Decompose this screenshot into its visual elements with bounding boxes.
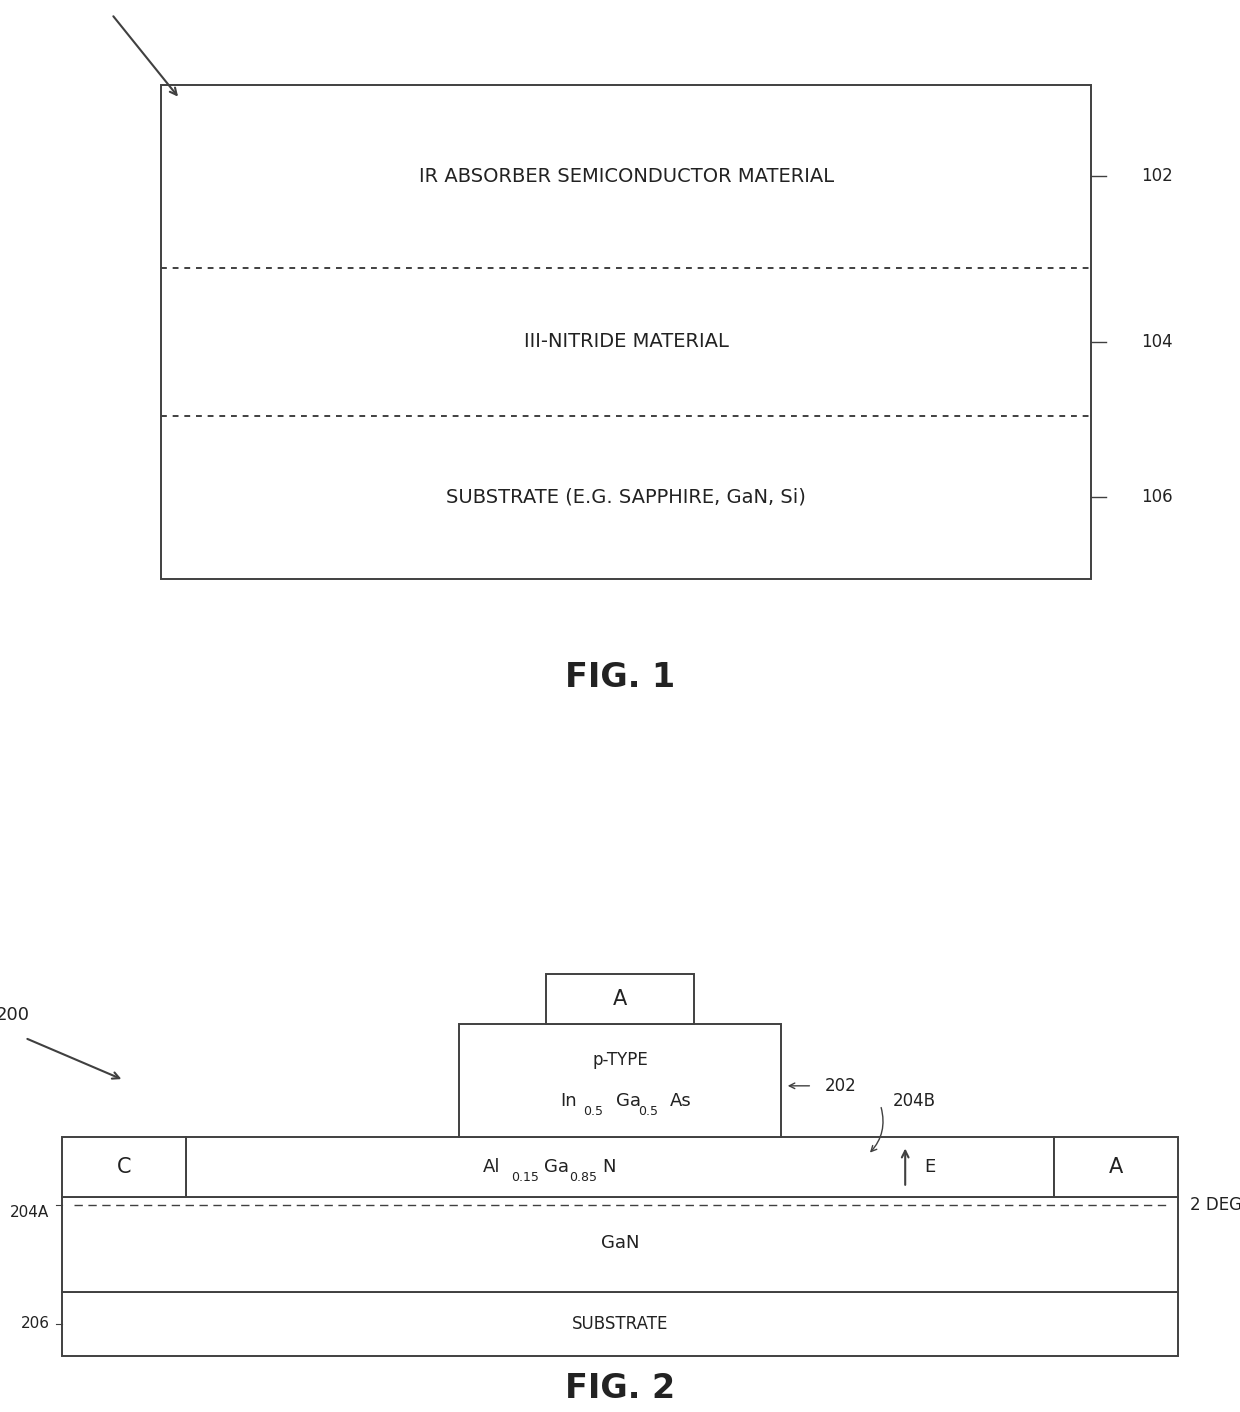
Text: 2 DEG: 2 DEG	[1190, 1196, 1240, 1214]
Text: 0.15: 0.15	[511, 1171, 538, 1183]
Bar	[62, 1292, 1178, 1356]
Text: IR ABSORBER SEMICONDUCTOR MATERIAL: IR ABSORBER SEMICONDUCTOR MATERIAL	[419, 167, 833, 185]
Text: 104: 104	[1141, 333, 1173, 350]
Text: 0.5: 0.5	[583, 1104, 603, 1118]
Text: 0.85: 0.85	[569, 1171, 598, 1183]
Text: A: A	[1109, 1156, 1123, 1176]
Text: 106: 106	[1141, 489, 1173, 507]
Text: E: E	[924, 1158, 935, 1176]
Text: FIG. 1: FIG. 1	[565, 661, 675, 695]
Bar	[546, 974, 694, 1024]
Text: 206: 206	[21, 1316, 50, 1332]
Text: C: C	[117, 1156, 131, 1176]
Text: SUBSTRATE (E.G. SAPPHIRE, GaN, Si): SUBSTRATE (E.G. SAPPHIRE, GaN, Si)	[446, 489, 806, 507]
Text: 102: 102	[1141, 167, 1173, 185]
Text: FIG. 2: FIG. 2	[565, 1372, 675, 1405]
Text: A: A	[613, 988, 627, 1010]
Text: Ga: Ga	[616, 1091, 641, 1110]
Bar	[186, 1137, 1054, 1196]
Text: N: N	[603, 1158, 616, 1176]
Text: 204A: 204A	[10, 1204, 50, 1220]
Text: 0.5: 0.5	[639, 1104, 658, 1118]
Text: In: In	[560, 1091, 577, 1110]
Bar	[62, 1137, 186, 1196]
Text: Ga: Ga	[544, 1158, 569, 1176]
Text: Al: Al	[482, 1158, 500, 1176]
Text: 202: 202	[825, 1077, 857, 1094]
Text: As: As	[670, 1091, 692, 1110]
Text: 204B: 204B	[893, 1093, 936, 1110]
Text: p-TYPE: p-TYPE	[593, 1051, 647, 1069]
Bar	[459, 1024, 781, 1137]
Bar	[62, 1196, 1178, 1292]
Text: III-NITRIDE MATERIAL: III-NITRIDE MATERIAL	[523, 332, 729, 352]
Text: SUBSTRATE: SUBSTRATE	[572, 1315, 668, 1333]
Bar	[1054, 1137, 1178, 1196]
Text: GaN: GaN	[600, 1234, 640, 1251]
Bar	[161, 85, 1091, 579]
Text: 200: 200	[0, 1005, 30, 1024]
